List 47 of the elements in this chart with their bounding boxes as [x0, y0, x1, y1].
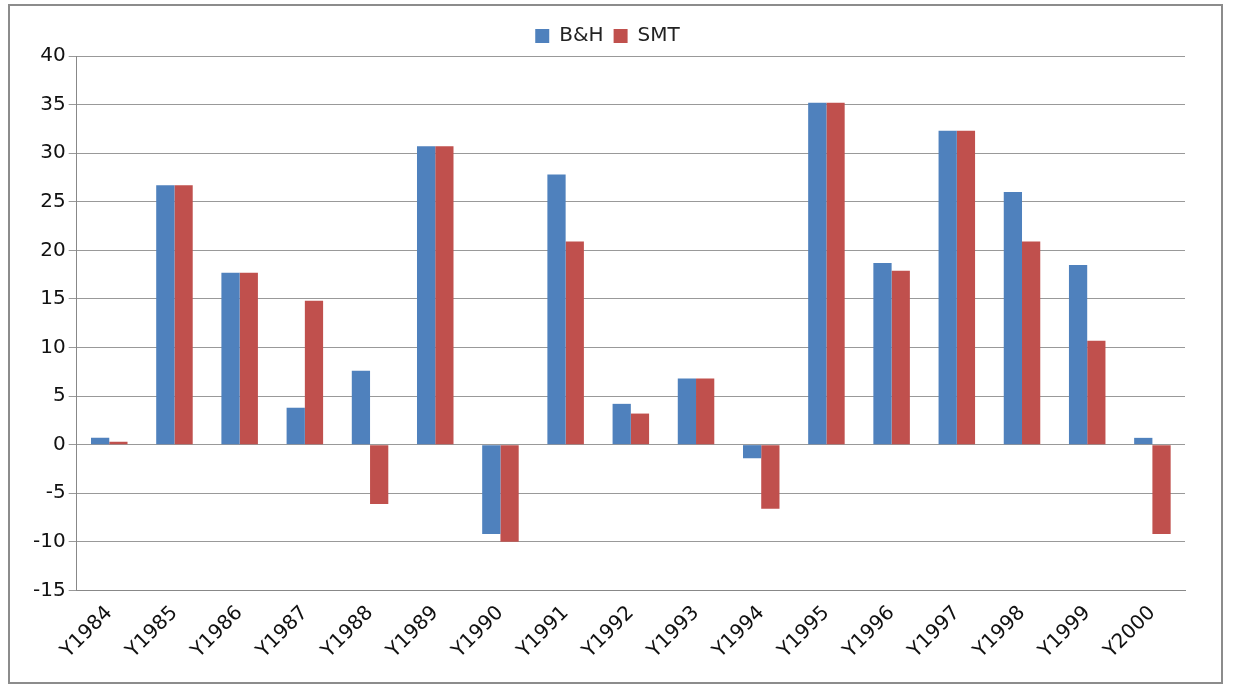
bar [612, 403, 631, 445]
bar [1152, 445, 1171, 535]
bar [1087, 340, 1106, 445]
bar [808, 102, 827, 445]
y-tick-label: 0 [52, 430, 66, 455]
bar [547, 174, 566, 445]
y-tick-label: -15 [32, 576, 66, 601]
y-tick-label: 35 [40, 90, 66, 115]
y-tick-label: -10 [32, 528, 66, 553]
bar [956, 130, 976, 445]
bar [873, 262, 892, 445]
bar [416, 146, 436, 445]
bar [891, 270, 910, 445]
legend-label: B&H [559, 22, 604, 47]
legend-label: SMT [637, 22, 681, 47]
bar [156, 185, 175, 445]
bar [482, 445, 501, 535]
bar [742, 445, 762, 459]
bar [239, 272, 258, 445]
bar [1134, 437, 1153, 445]
y-tick-label: -5 [45, 479, 66, 504]
y-tick-label: 15 [40, 285, 66, 310]
bar [1068, 264, 1088, 445]
bar [761, 445, 780, 509]
bar [91, 437, 110, 445]
y-tick-label: 5 [52, 382, 66, 407]
bar [221, 272, 240, 445]
bar [351, 370, 371, 445]
bar [304, 300, 324, 445]
bar [435, 146, 454, 445]
bar [630, 413, 650, 445]
y-tick-label: 40 [40, 42, 66, 67]
y-tick-label: 25 [40, 187, 66, 212]
bar [370, 445, 389, 504]
bar [1003, 192, 1023, 445]
bar [1022, 241, 1041, 445]
y-tick-label: 30 [40, 139, 66, 164]
bar [826, 102, 845, 445]
bar [174, 185, 193, 445]
bar [696, 378, 715, 445]
bar [938, 130, 957, 445]
y-tick-label: 20 [40, 236, 66, 261]
bar [500, 445, 519, 542]
bar [565, 241, 584, 445]
y-tick-label: 10 [40, 333, 66, 358]
bar [286, 407, 305, 445]
bar [677, 378, 697, 445]
